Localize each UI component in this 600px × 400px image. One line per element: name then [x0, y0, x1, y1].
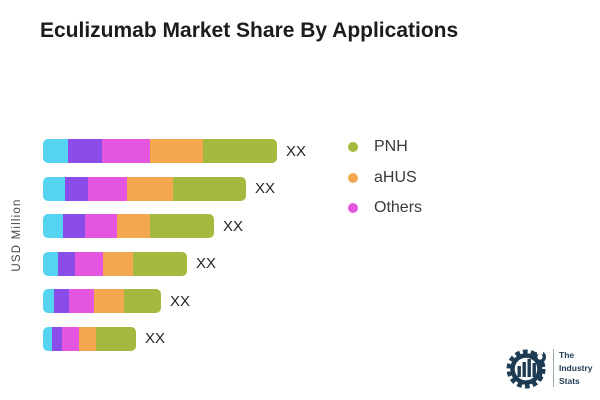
bar-segment-Others[interactable] — [88, 176, 127, 201]
bar-segment-unlabeled-cyan[interactable] — [43, 214, 63, 238]
legend-dot-icon — [348, 142, 358, 153]
bar-row: XX — [43, 176, 306, 201]
stacked-bar[interactable] — [43, 176, 246, 201]
bar-segment-unlabeled-purple[interactable] — [65, 176, 88, 201]
bar-value-label: XX — [145, 330, 166, 347]
y-axis-label: USD Million — [11, 198, 23, 272]
bar-value-label: XX — [196, 255, 217, 272]
bar-segment-PNH[interactable] — [133, 251, 187, 276]
stacked-bar[interactable] — [43, 326, 136, 351]
legend-dot-icon — [348, 172, 358, 183]
bar-segment-Others[interactable] — [75, 251, 103, 276]
bar-segment-unlabeled-purple[interactable] — [52, 326, 62, 351]
bar-segment-aHUS[interactable] — [150, 139, 203, 163]
bar-segment-unlabeled-purple[interactable] — [63, 214, 85, 238]
bar-segment-PNH[interactable] — [124, 289, 161, 313]
bar-segment-PNH[interactable] — [203, 139, 277, 163]
bar-segment-unlabeled-cyan[interactable] — [43, 289, 54, 313]
bar-segment-unlabeled-purple[interactable] — [58, 251, 75, 276]
bar-row: XX — [43, 289, 306, 313]
bar-segment-unlabeled-purple[interactable] — [68, 139, 102, 163]
brand-logo: The Industry Stats — [506, 344, 593, 392]
logo-line: Industry — [559, 362, 593, 373]
bar-segment-Others[interactable] — [102, 139, 150, 163]
bar-segment-Others[interactable] — [85, 214, 117, 238]
bar-segment-aHUS[interactable] — [79, 326, 96, 351]
stacked-bar[interactable] — [43, 289, 161, 313]
legend-dot-icon — [348, 203, 358, 214]
stacked-bar[interactable] — [43, 139, 277, 163]
bar-segment-Others[interactable] — [62, 326, 79, 351]
bar-value-label: XX — [170, 292, 191, 310]
legend-label: aHUS — [374, 168, 417, 186]
legend-item-Others[interactable]: Others — [348, 193, 422, 224]
bar-row: XX — [43, 214, 306, 238]
legend: PNH aHUS Others — [348, 132, 422, 224]
logo-text: The Industry Stats — [559, 349, 593, 388]
bar-segment-unlabeled-cyan[interactable] — [43, 176, 65, 201]
bar-segment-aHUS[interactable] — [94, 289, 124, 313]
bar-segment-unlabeled-cyan[interactable] — [43, 326, 52, 351]
bar-segment-PNH[interactable] — [96, 326, 136, 351]
bar-segment-PNH[interactable] — [173, 176, 246, 201]
logo-line: The — [559, 349, 575, 360]
bar-row: XX — [43, 251, 306, 276]
bar-row: XX — [43, 326, 306, 351]
legend-label: PNH — [374, 138, 408, 156]
bar-segment-unlabeled-purple[interactable] — [54, 289, 69, 313]
logo-separator — [553, 349, 554, 387]
bar-row: XX — [43, 139, 306, 163]
legend-item-PNH[interactable]: PNH — [348, 132, 422, 163]
bar-value-label: XX — [255, 180, 276, 197]
legend-item-aHUS[interactable]: aHUS — [348, 163, 422, 194]
bar-segment-Others[interactable] — [69, 289, 94, 313]
bar-value-label: XX — [286, 142, 307, 160]
stacked-bar[interactable] — [43, 214, 214, 238]
bar-segment-aHUS[interactable] — [117, 214, 150, 238]
bar-segment-aHUS[interactable] — [127, 176, 173, 201]
chart-title: Eculizumab Market Share By Applications — [40, 19, 459, 42]
bar-value-label: XX — [223, 217, 244, 235]
logo-line: Stats — [559, 375, 580, 386]
legend-label: Others — [374, 199, 423, 217]
bar-segment-aHUS[interactable] — [103, 251, 133, 276]
bars-area: XX XX XX XX XX XX — [43, 139, 306, 351]
stacked-bar[interactable] — [43, 251, 187, 276]
bar-segment-unlabeled-cyan[interactable] — [43, 139, 68, 163]
bar-segment-PNH[interactable] — [150, 214, 214, 238]
gear-wrench-icon — [506, 348, 546, 389]
bar-segment-unlabeled-cyan[interactable] — [43, 251, 58, 276]
